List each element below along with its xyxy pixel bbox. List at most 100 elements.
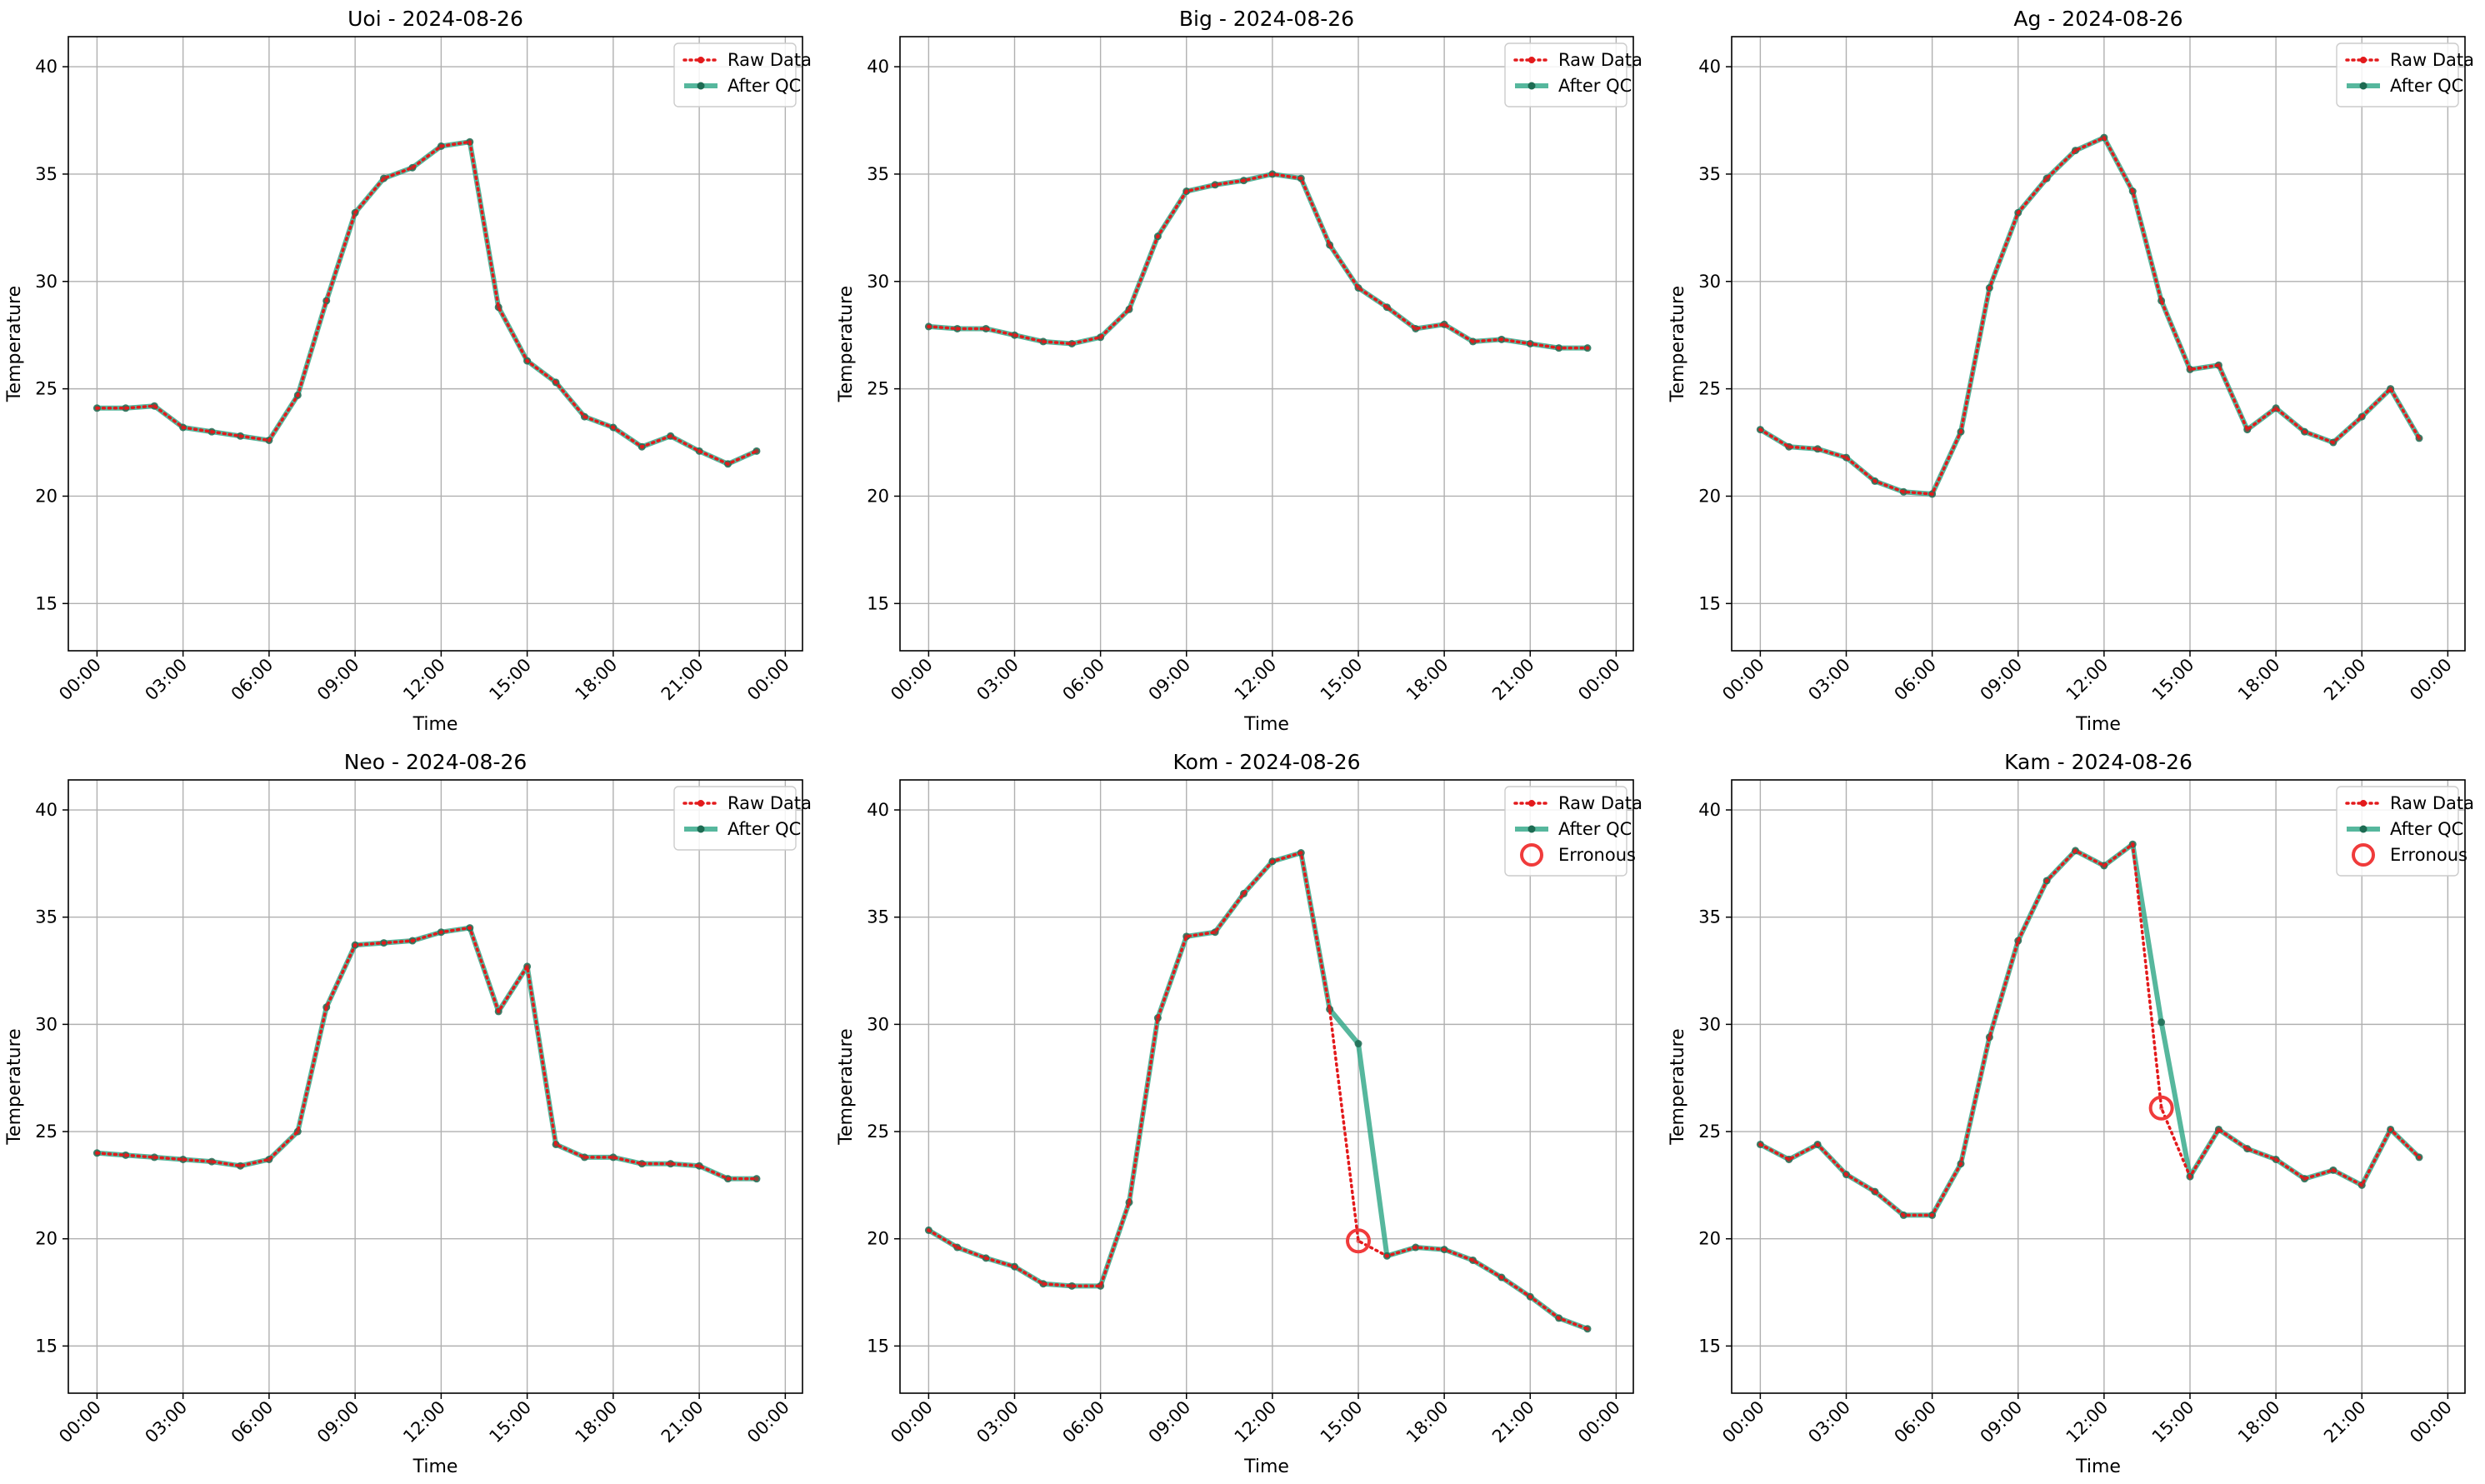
raw-data-point <box>1069 1283 1074 1288</box>
raw-data-point <box>926 324 931 329</box>
raw-data-point <box>697 448 702 453</box>
x-tick-label: 21:00 <box>658 1397 708 1447</box>
plot-frame <box>1731 779 2466 1394</box>
raw-data-point <box>983 1256 988 1261</box>
legend-qc-marker <box>697 82 705 90</box>
y-tick-label: 25 <box>867 1122 889 1142</box>
x-tick-label: 03:00 <box>972 1397 1022 1447</box>
raw-data-point <box>438 930 443 935</box>
y-axis-label: Temperature <box>836 286 857 402</box>
raw-data-point <box>2245 427 2250 432</box>
legend-raw-marker <box>1528 800 1535 807</box>
legend-raw-marker <box>2360 800 2367 807</box>
raw-data-point <box>496 305 501 310</box>
y-tick-label: 20 <box>1698 486 1721 506</box>
raw-data-point <box>1787 444 1792 449</box>
legend-label: Raw Data <box>2390 793 2474 813</box>
y-tick-label: 40 <box>1698 800 1721 820</box>
raw-data-point <box>611 425 616 430</box>
erroneous-marker <box>1346 1228 1371 1254</box>
legend-label: After QC <box>728 76 801 96</box>
raw-data-point <box>324 298 329 303</box>
legend-label: Erronous <box>1558 845 1636 865</box>
raw-data-point <box>1843 1172 1849 1177</box>
y-axis-label: Temperature <box>4 1028 25 1145</box>
legend-label: After QC <box>728 819 801 839</box>
x-tick-label: 09:00 <box>1145 655 1195 705</box>
raw-data-point <box>2388 387 2393 392</box>
raw-data-point <box>2417 436 2422 441</box>
raw-data-point <box>324 1005 329 1010</box>
y-tick-label: 25 <box>35 1122 58 1142</box>
raw-data-point <box>754 448 759 453</box>
plot-frame <box>899 779 1634 1394</box>
raw-data-point <box>2072 147 2078 153</box>
chart-title: Big - 2024-08-26 <box>1179 7 1354 31</box>
x-tick-label: 06:00 <box>228 655 278 705</box>
raw-data-point <box>1528 1294 1532 1299</box>
x-tick-label: 09:00 <box>1977 655 2027 705</box>
y-tick-label: 15 <box>1698 593 1721 613</box>
raw-data-point <box>410 938 415 943</box>
chart-panel-5: 15 20 25 30 35 40 00:00 03:00 06:00 09:00 12:00 15:… <box>1668 750 2474 1477</box>
x-tick-label: 12:00 <box>2062 655 2112 705</box>
y-tick-label: 20 <box>867 486 889 506</box>
raw-data-point <box>1585 346 1590 351</box>
y-tick-label: 20 <box>35 486 58 506</box>
raw-data-point <box>209 1159 214 1164</box>
raw-data-point <box>725 1177 731 1182</box>
raw-data-point <box>955 1245 960 1250</box>
raw-data-point <box>1270 172 1275 177</box>
raw-data-point <box>1528 341 1532 347</box>
x-tick-label: 18:00 <box>1402 655 1452 705</box>
y-tick-label: 25 <box>1698 1122 1721 1142</box>
x-tick-label: 00:00 <box>887 1397 937 1447</box>
y-axis-label: Temperature <box>4 286 25 402</box>
legend: Raw Data After QC Erronous <box>1504 786 1642 877</box>
legend-raw-marker <box>1528 57 1535 63</box>
plot-frame <box>68 779 803 1394</box>
raw-data-point <box>152 403 157 408</box>
after-qc-point <box>2158 1018 2166 1027</box>
raw-data-point <box>2016 938 2021 943</box>
raw-data-point <box>2273 406 2278 411</box>
legend-label: After QC <box>1558 819 1632 839</box>
x-tick-label: 15:00 <box>2148 655 2198 705</box>
after-qc-line <box>1758 842 2422 1218</box>
raw-data-point <box>2072 848 2078 853</box>
x-tick-label: 00:00 <box>2406 1397 2456 1447</box>
raw-data-point <box>697 1163 702 1168</box>
raw-data-point <box>2130 842 2135 847</box>
raw-data-point <box>1212 182 1218 187</box>
raw-data-point <box>1356 1238 1361 1243</box>
y-tick-label: 20 <box>35 1229 58 1249</box>
raw-data-point <box>582 1155 588 1160</box>
raw-data-point <box>2245 1147 2250 1152</box>
x-tick-label: 00:00 <box>1718 1397 1768 1447</box>
y-axis-label: Temperature <box>1668 286 1688 402</box>
raw-data-point <box>295 392 300 397</box>
y-tick-label: 15 <box>867 593 889 613</box>
x-tick-label: 03:00 <box>141 1397 191 1447</box>
chart-panel-0: 15 20 25 30 35 40 00:00 03:00 06:00 09:00 12:00 15:… <box>4 7 812 735</box>
raw-data-point <box>1241 891 1247 896</box>
erroneous-marker <box>2148 1095 2174 1121</box>
legend-raw-marker <box>2360 57 2367 63</box>
raw-data-point <box>381 176 387 181</box>
x-tick-label: 12:00 <box>1231 655 1281 705</box>
x-tick-label: 03:00 <box>972 655 1022 705</box>
raw-data-point <box>1069 341 1074 347</box>
raw-data-point <box>1184 188 1189 194</box>
raw-data-point <box>1413 1245 1418 1250</box>
legend-label: Raw Data <box>1558 793 1642 813</box>
x-tick-label: 12:00 <box>399 1397 449 1447</box>
raw-data-point <box>926 1227 931 1233</box>
y-tick-label: 15 <box>867 1336 889 1356</box>
legend-raw-marker <box>698 800 704 807</box>
chart-panel-3: 15 20 25 30 35 40 00:00 03:00 06:00 09:00 12:00 15:… <box>4 750 812 1477</box>
raw-data-point <box>1758 1142 1762 1147</box>
raw-data-point <box>2302 1177 2308 1182</box>
after-qc-line <box>926 171 1590 351</box>
raw-data-point <box>955 326 960 332</box>
raw-data-point <box>2388 1127 2393 1132</box>
